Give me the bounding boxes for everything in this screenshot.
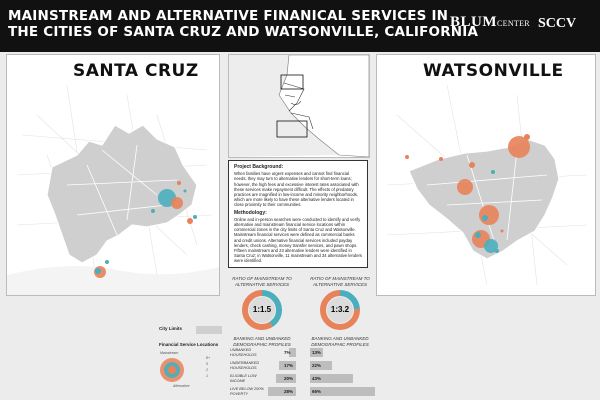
title-line-2: THE CITIES OF SANTA CRUZ AND WATSONVILLE… [8,24,479,40]
legend-size-symbols [160,358,184,382]
project-text-box: Project Background: When families have u… [228,160,368,268]
watsonville-demographic-value: 22% [312,363,322,368]
santa-cruz-city-limits [46,124,198,264]
sccv-logo: SCCV [538,16,577,31]
watsonville-map [386,84,588,286]
mainstream-location-marker [484,239,498,253]
watsonville-map-panel: WATSONVILLE [376,54,596,296]
watsonville-demographic-bar [310,361,332,370]
locator-inset-box-2 [276,120,308,138]
santa-cruz-demographic-bar [279,361,296,370]
alternative-location-marker [405,155,409,159]
alternative-location-marker [479,205,499,225]
demographic-row-label: UNBANKED HOUSEHOLDS [230,348,257,357]
santa-cruz-demographic-bar [268,387,296,396]
alternative-location-marker [187,218,193,224]
mainstream-location-marker [193,215,197,219]
watsonville-demographics-caption: BANKING AND UNBANKED DEMOGRAPHIC PROFILE… [311,336,369,347]
legend-alternative-label: Alternative [173,384,190,388]
watsonville-demographic-value: 43% [312,376,322,381]
title-line-1: MAINSTREAM AND ALTERNATIVE FINANICAL SER… [8,8,449,24]
santa-cruz-alternative-arc [242,290,282,330]
mainstream-location-marker [475,232,481,238]
blum-center-logo: BLUMCENTER [450,14,530,31]
header-bar: MAINSTREAM AND ALTERNATIVE FINANICAL SER… [0,0,600,52]
watsonville-alternative-arc [320,290,360,330]
locator-inset-box [280,74,304,90]
santa-cruz-demographic-value: 28% [284,389,294,394]
legend-size-label: 1 [206,374,208,378]
santa-cruz-map [7,84,219,295]
watsonville-ratio-value: 1:3.2 [330,305,350,314]
watsonville-title: WATSONVILLE [423,61,564,81]
alternative-location-marker [508,136,530,158]
demographic-row-label: UNDERBANKED HOUSEHOLDS [230,361,260,370]
santa-cruz-ratio-donut [242,290,282,330]
legend-size-label: 8+ [206,356,210,360]
city-limits-swatch [196,326,222,334]
blum-logo-center-text: CENTER [497,19,530,28]
santa-cruz-demographic-value: 17% [284,363,294,368]
santa-cruz-map-panel: SANTA CRUZ [6,54,220,296]
santa-cruz-locations [94,181,197,278]
donut-center [249,297,275,323]
watsonville-city-limits [408,138,560,260]
legend-size-label: 2 [206,368,208,372]
mainstream-location-marker [105,260,109,264]
alternative-location-marker [439,157,443,161]
watsonville-ratio-donut [320,290,360,330]
bay-outline [290,100,302,105]
santa-cruz-ratio-value: 1:1.5 [252,305,272,314]
mainstream-location-marker [183,189,187,193]
santa-cruz-ratio-caption: RATIO OF MAINSTREAM TO ALTERNATIVE SERVI… [232,276,292,287]
background-body: When families have urgent expenses and c… [234,171,359,208]
mainstream-location-marker [151,209,155,213]
santa-cruz-demographics-caption: BANKING AND UNBANKED DEMOGRAPHIC PROFILE… [233,336,291,347]
mainstream-location-marker [491,170,495,174]
methodology-body: Online and in-person searches were condu… [234,216,363,264]
watsonville-ratio-caption: RATIO OF MAINSTREAM TO ALTERNATIVE SERVI… [310,276,370,287]
legend-mainstream-label: Mainstream [160,351,179,355]
santa-cruz-demographic-value: 20% [284,376,294,381]
sources-notes [10,352,210,386]
watsonville-demographic-value: 65% [312,389,322,394]
watsonville-locations [405,134,530,253]
mainstream-location-marker [482,215,488,221]
mainstream-location-marker [95,268,101,274]
blum-logo-text: BLUM [450,14,497,30]
demographic-row-label: ELIGIBLE LOW INCOME [230,374,257,383]
ocean-area [229,55,339,157]
mainstream-location-marker [495,249,499,253]
demographic-row-label: LIVE BELOW 200% POVERTY [230,387,264,396]
alternative-location-marker [469,162,475,168]
notes-block [10,352,210,386]
financial-locations-legend-label: Financial Service Locations [159,342,219,347]
santa-cruz-demographic-bar [276,374,296,383]
alternative-location-marker [171,197,183,209]
locator-map-panel [228,54,370,158]
alternative-location-marker [177,181,181,185]
santa-cruz-title: SANTA CRUZ [73,61,199,81]
alternative-location-marker [457,179,473,195]
santa-cruz-demographic-bar [289,348,296,357]
city-limits-legend-label: City Limits [159,326,183,331]
background-heading: Project Background: [234,164,284,170]
alternative-location-marker [500,229,504,233]
monterey-bay-water [7,266,219,295]
watsonville-demographic-value: 13% [312,350,322,355]
locator-map [229,54,370,158]
donut-center [327,297,353,323]
legend-size-label: 5 [206,362,208,366]
county-boundaries [283,82,314,130]
alternative-location-marker [524,134,530,140]
watsonville-demographic-bar [310,374,353,383]
poster-title: MAINSTREAM AND ALTERNATIVE FINANICAL SER… [8,8,478,40]
santa-cruz-demographic-value: 7% [284,350,291,355]
watsonville-demographic-bar [310,387,375,396]
legend-alternative-small-circle [168,366,176,374]
methodology-heading: Methodology: [234,209,267,216]
watsonville-demographic-bar [310,348,323,357]
